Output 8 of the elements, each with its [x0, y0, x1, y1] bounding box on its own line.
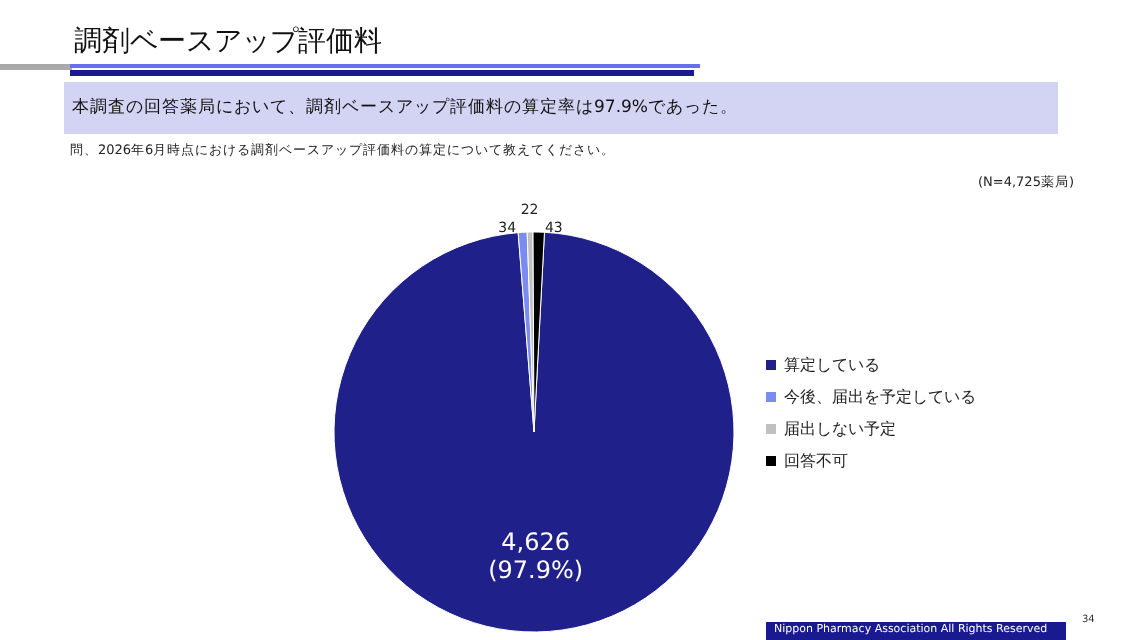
- legend-label: 回答不可: [784, 449, 848, 471]
- legend-label: 算定している: [784, 353, 880, 375]
- pie-slice: [333, 231, 735, 633]
- legend-label: 届出しない予定: [784, 417, 896, 439]
- chart-subtitle: 本調査の回答薬局において、調剤ベースアップ評価料の算定率は97.9%であった。: [64, 82, 1058, 134]
- legend-label: 今後、届出を予定している: [784, 385, 976, 407]
- chart-title: 調剤ベースアップ評価料: [74, 24, 382, 60]
- data-label: 4,626 (97.9%): [488, 527, 584, 584]
